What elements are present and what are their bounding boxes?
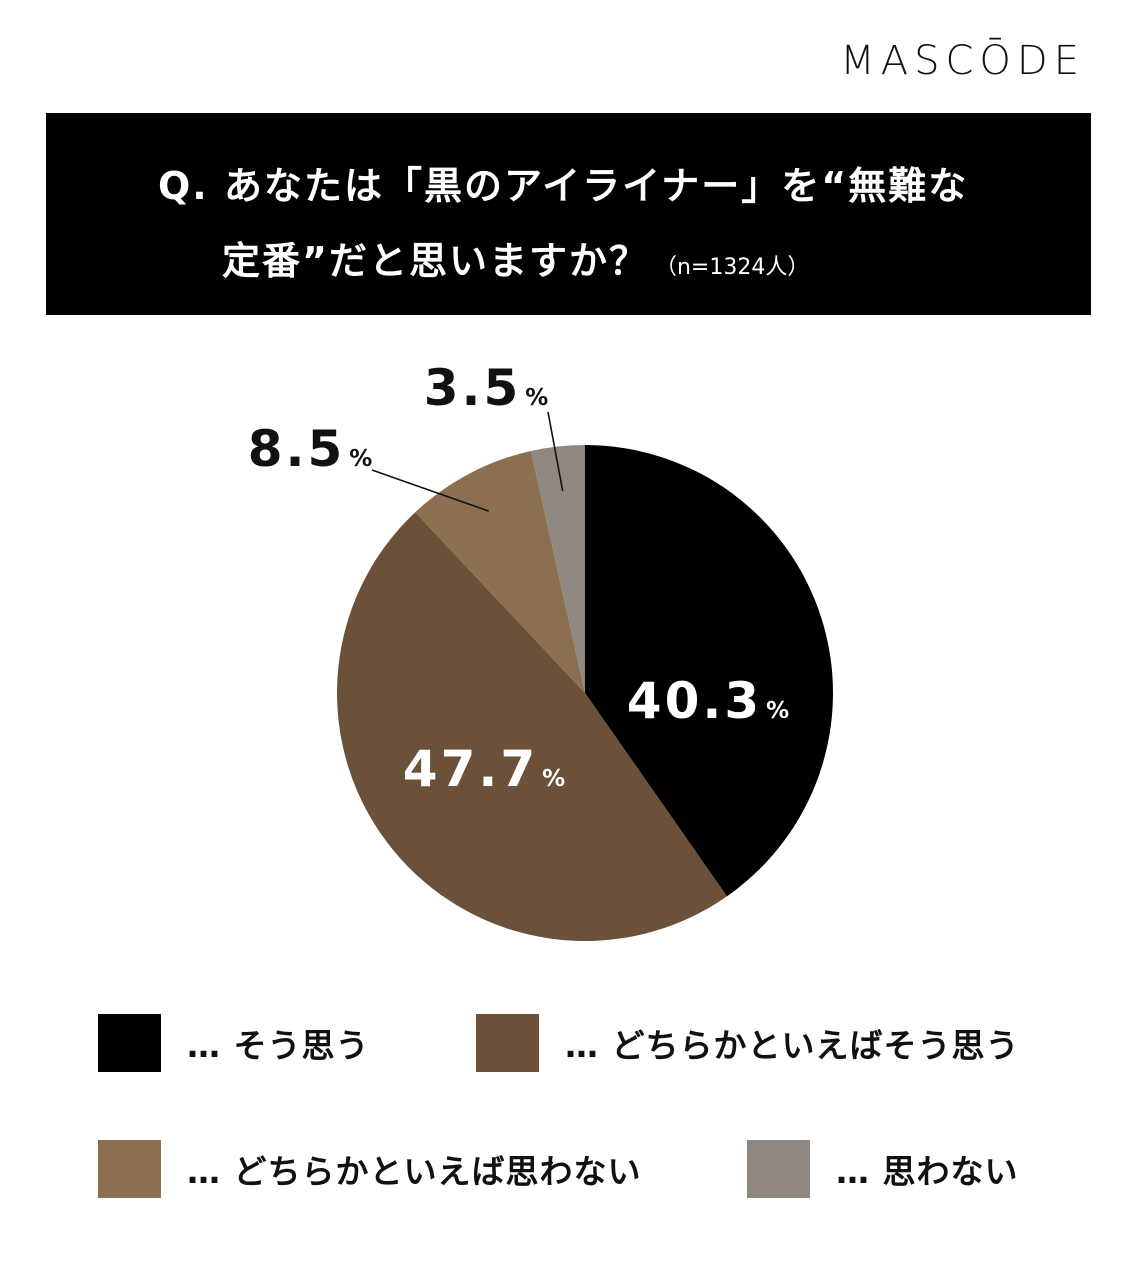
question-line-2-text: 定番”だと思いますか？ <box>222 239 649 283</box>
legend-item-agree: … そう思う <box>98 1013 370 1073</box>
legend-swatch-somewhat-agree <box>476 1014 539 1072</box>
data-label-agree: 40.3% <box>627 672 789 730</box>
pie-chart: 40.3 % 47.7 % 8.5 % 3.5% <box>248 359 833 941</box>
pie-slice-agree <box>585 445 833 897</box>
legend-label-somewhat-disagree: … どちらかといえば思わない <box>187 1152 642 1191</box>
brand-logo: MASCŌDE <box>840 38 1085 84</box>
leader-line-disagree <box>547 411 564 492</box>
data-label-somewhat-disagree: 8.5% <box>248 420 373 478</box>
question-line-2: 定番”だと思いますか？ （n=1324人） <box>222 230 809 285</box>
legend-item-disagree: … 思わない <box>747 1139 1019 1199</box>
legend-label-agree: … そう思う <box>187 1026 370 1065</box>
data-label-disagree: 3.5% <box>424 359 549 417</box>
data-label-somewhat-agree: 47.7% <box>403 740 565 798</box>
pie-slice-somewhat-disagree <box>415 450 585 693</box>
leader-line-somewhat-disagree <box>371 469 489 512</box>
legend-swatch-disagree <box>747 1140 810 1198</box>
legend-swatch-agree <box>98 1014 161 1072</box>
pie-slice-disagree <box>530 445 585 693</box>
legend-label-somewhat-agree: … どちらかといえばそう思う <box>565 1026 1020 1065</box>
legend-swatch-somewhat-disagree <box>98 1140 161 1198</box>
legend-label-disagree: … 思わない <box>836 1152 1019 1191</box>
legend-item-somewhat-agree: … どちらかといえばそう思う <box>476 1013 1020 1073</box>
sample-size: （n=1324人） <box>654 255 810 280</box>
pie-slice-somewhat-agree <box>337 512 727 941</box>
legend-item-somewhat-disagree: … どちらかといえば思わない <box>98 1139 642 1199</box>
question-line-1: Q. あなたは「黒のアイライナー」を“無難な <box>158 164 969 208</box>
question-banner: Q. あなたは「黒のアイライナー」を“無難な 定番”だと思いますか？ （n=132… <box>46 113 1091 315</box>
